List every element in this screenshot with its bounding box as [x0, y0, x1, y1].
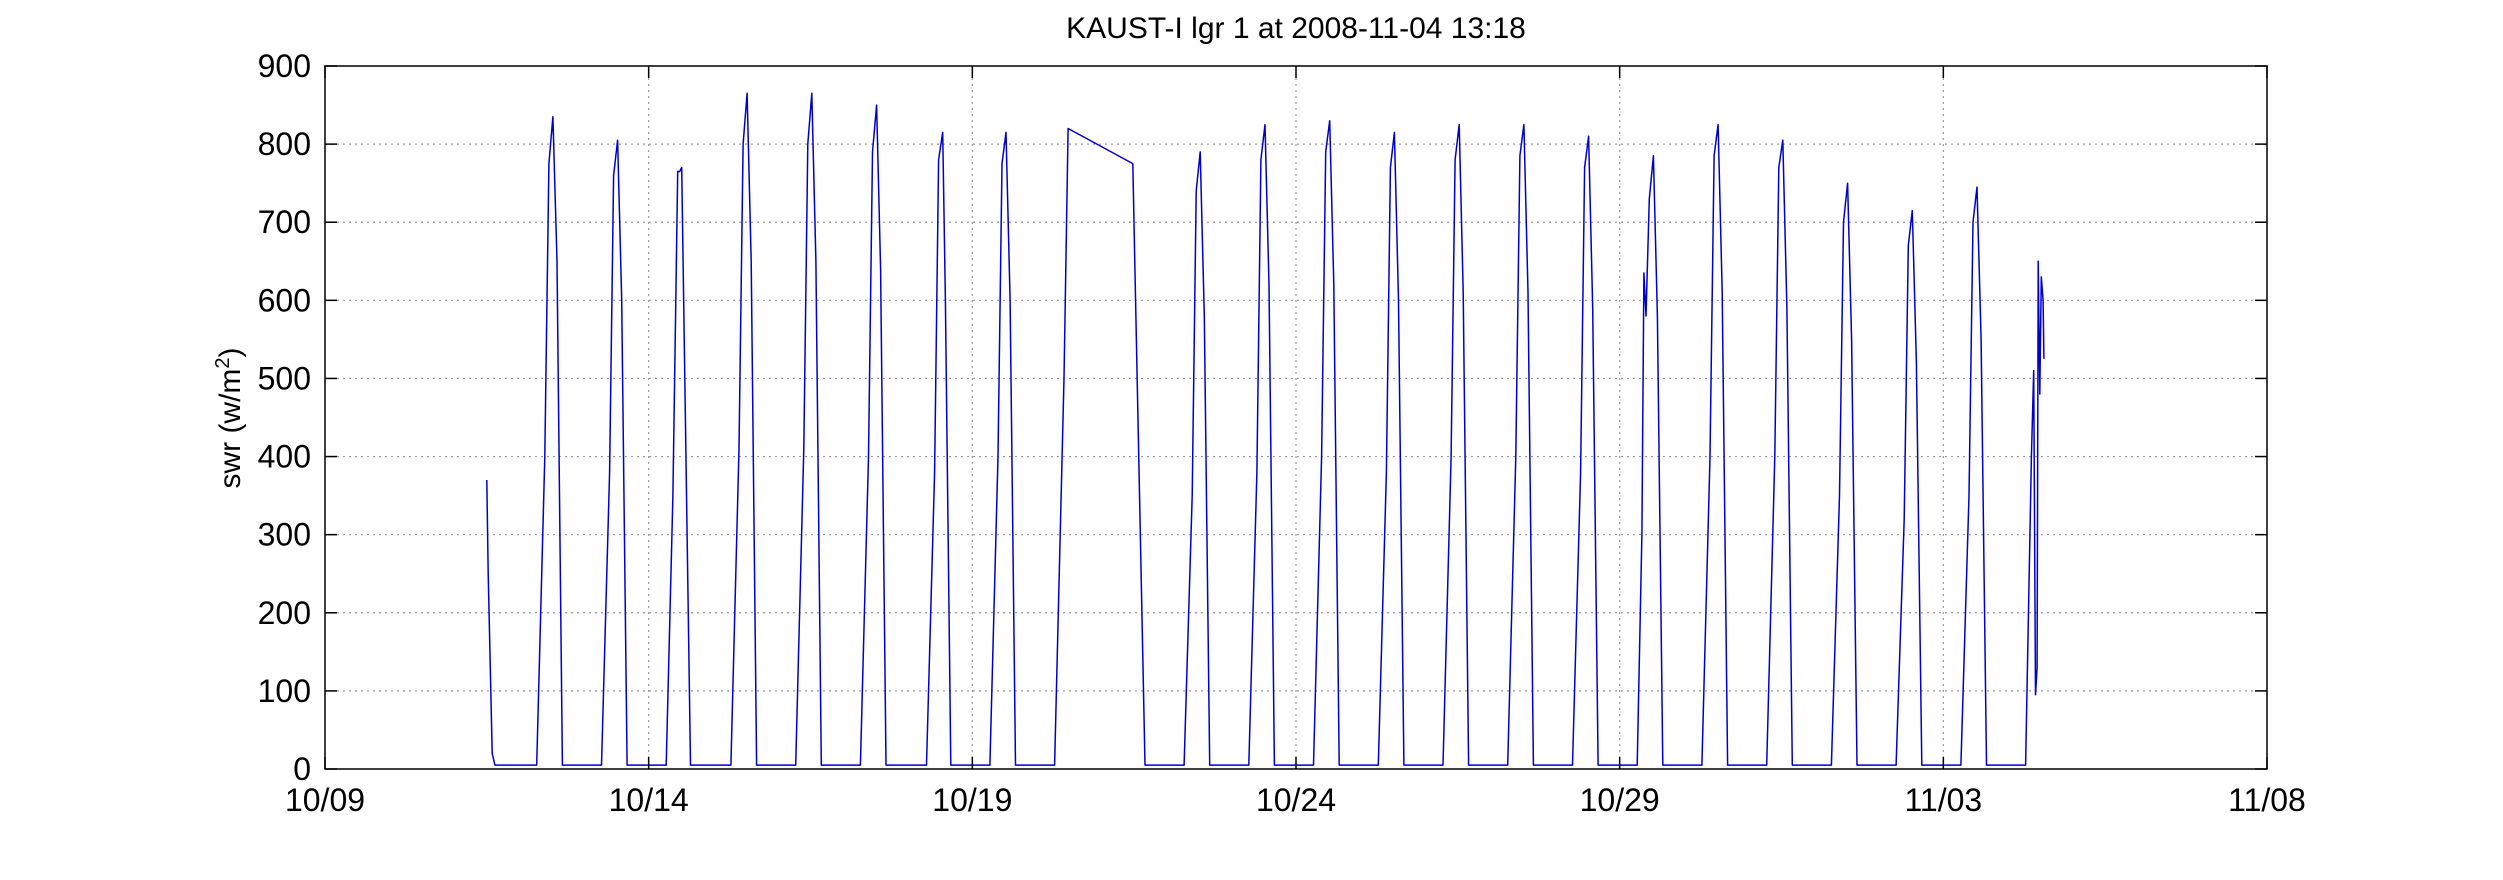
x-tick-label: 11/03 — [1904, 782, 1982, 818]
y-tick-label: 500 — [258, 360, 311, 396]
x-tick-labels: 10/09 10/14 10/19 10/24 10/29 11/03 11/08 — [285, 782, 2306, 818]
plot-area-background — [325, 66, 2267, 769]
x-tick-label: 10/24 — [1256, 782, 1336, 818]
x-tick-label: 10/14 — [609, 782, 689, 818]
x-tick-label: 10/19 — [932, 782, 1012, 818]
y-axis-label-superscript: 2 — [212, 357, 234, 368]
y-tick-label: 200 — [258, 595, 311, 631]
y-tick-label: 900 — [258, 48, 311, 84]
x-tick-label: 11/08 — [2228, 782, 2306, 818]
y-tick-label: 600 — [258, 282, 311, 318]
y-tick-label: 300 — [258, 517, 311, 553]
y-tick-label: 700 — [258, 204, 311, 240]
x-tick-label: 10/09 — [285, 782, 365, 818]
series-line-1 — [486, 92, 2045, 766]
chart-title: KAUST-I lgr 1 at 2008-11-04 13:18 — [1066, 12, 1526, 45]
y-tick-label: 100 — [258, 673, 311, 709]
y-tick-labels: 0 100 200 300 400 500 600 700 800 900 — [258, 48, 311, 787]
tick-layer — [324, 65, 2268, 770]
y-axis-label-end: ) — [214, 347, 247, 357]
y-tick-label: 800 — [258, 126, 311, 162]
y-tick-label: 0 — [293, 751, 311, 787]
y-tick-label: 400 — [258, 439, 311, 475]
x-tick-label: 10/29 — [1580, 782, 1660, 818]
y-axis-label-main: swr (w/m — [214, 369, 247, 489]
y-axis-label: swr (w/m2) — [212, 347, 247, 488]
series-layer — [486, 92, 2045, 766]
